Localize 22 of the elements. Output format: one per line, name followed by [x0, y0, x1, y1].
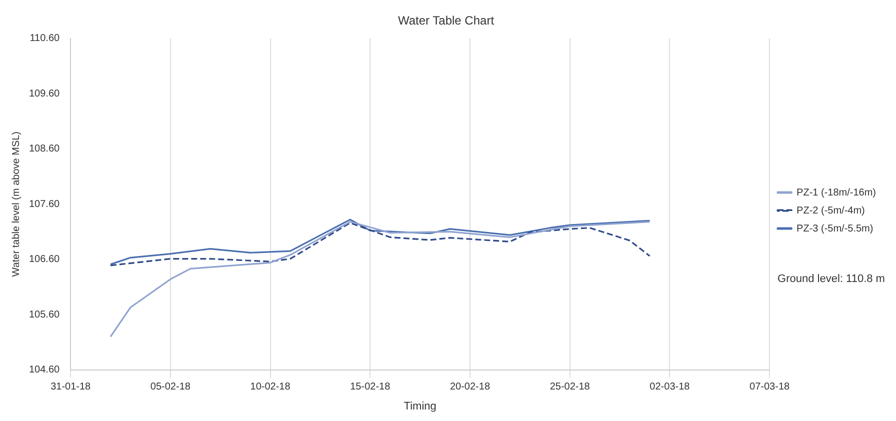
x-tick-label: 02-03-18 — [650, 382, 690, 393]
y-axis-title: Water table level (m above MSL) — [10, 131, 22, 277]
y-tick-label: 108.60 — [28, 144, 60, 155]
y-tick-label: 104.60 — [28, 364, 60, 376]
x-tick-label: 20-02-18 — [450, 382, 490, 393]
y-tick-label: 106.60 — [28, 254, 60, 266]
legend-label: PZ-3 (-5m/-5.5m) — [796, 223, 874, 234]
y-tick-label: 109.60 — [28, 88, 60, 100]
y-tick-label: 110.60 — [30, 33, 60, 44]
chart-title: Water Table Chart — [398, 14, 495, 28]
x-tick-label: 10-02-18 — [250, 382, 291, 393]
y-tick-label: 105.60 — [28, 309, 60, 320]
legend-label: PZ-2 (-5m/-4m) — [796, 205, 865, 216]
x-tick-label: 31-01-18 — [50, 382, 92, 393]
y-tick-label: 107.60 — [28, 198, 60, 210]
x-tick-label: 05-02-18 — [150, 382, 191, 393]
x-tick-label: 15-02-18 — [350, 382, 391, 393]
x-axis-title: Timing — [404, 400, 436, 412]
x-tick-label: 07-03-18 — [750, 382, 790, 393]
text: Ground level: 110.8 m — [778, 273, 885, 286]
x-tick-label: 25-02-18 — [550, 382, 590, 393]
legend-label: PZ-1 (-18m/-16m) — [796, 187, 876, 198]
